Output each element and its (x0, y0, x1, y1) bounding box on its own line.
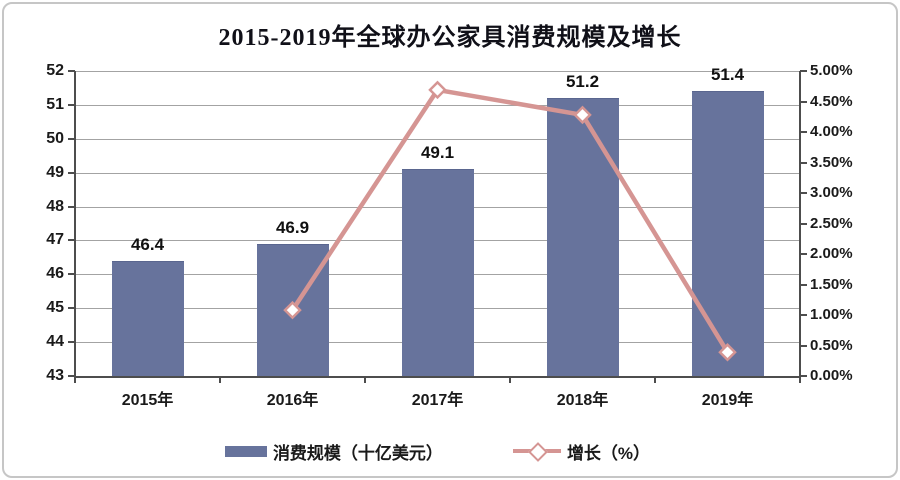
x-axis-tick (219, 376, 221, 383)
y-axis-left-tick (68, 103, 75, 106)
bar-value-label: 49.1 (420, 143, 455, 163)
y-axis-right-tick-label: 3.00% (810, 184, 853, 201)
y-axis-left-tick (68, 171, 75, 174)
y-axis-left-line (74, 71, 76, 377)
bar-2018年 (546, 98, 619, 377)
y-axis-left-tick (68, 70, 75, 72)
bar-2019年 (691, 91, 764, 377)
y-axis-right-tick (800, 70, 807, 72)
y-axis-right-tick-label: 2.00% (810, 245, 853, 262)
y-axis-left-tick-label: 44 (46, 333, 64, 351)
y-axis-left-tick-label: 45 (46, 299, 64, 317)
gridline (75, 104, 800, 106)
y-axis-right-tick (800, 192, 807, 194)
y-axis-left-tick (68, 341, 75, 344)
y-axis-right-tick (800, 100, 807, 103)
y-axis-right-tick (800, 161, 807, 164)
line-data-marker (573, 105, 592, 125)
y-axis-right-tick (800, 131, 807, 133)
x-axis-line (74, 376, 801, 378)
y-axis-left-tick-label: 48 (46, 197, 64, 215)
y-axis-left-tick-label: 51 (46, 95, 64, 113)
y-axis-right-tick (800, 283, 807, 286)
bar-value-label: 46.4 (130, 234, 165, 254)
y-axis-left-tick-label: 49 (46, 163, 64, 181)
y-axis-right-tick-label: 2.50% (810, 214, 853, 232)
legend: 消费规模（十亿美元） 增长（%） (75, 437, 800, 465)
y-axis-right-tick-label: 3.50% (810, 153, 853, 171)
y-axis-left-tick (68, 239, 75, 242)
chart-title: 2015-2019年全球办公家具消费规模及增长 (218, 25, 682, 51)
y-axis-right-tick (800, 375, 807, 377)
growth-line-series (283, 80, 737, 362)
diamond-marker-icon (528, 442, 548, 462)
x-axis-tick (364, 376, 366, 383)
x-axis-tick (509, 376, 511, 383)
y-axis-right-tick-label: 0.00% (810, 367, 853, 384)
y-axis-right-tick (800, 314, 807, 316)
bar-value-label: 46.9 (275, 217, 310, 237)
bar-value-label: 51.2 (565, 72, 600, 92)
line-data-marker (718, 342, 737, 362)
plot-area: 46.4 46.9 49.1 51.2 51.4 (75, 65, 800, 377)
bar-value-label: 51.4 (710, 65, 745, 85)
x-axis-label-2019年: 2019年 (701, 392, 754, 409)
y-axis-left-tick (68, 307, 75, 310)
x-axis-label-2015年: 2015年 (121, 392, 174, 409)
y-axis-left-tick (68, 273, 75, 276)
line-data-marker (428, 80, 447, 100)
legend-entry-bar: 消费规模（十亿美元） (224, 439, 443, 464)
bar-series-swatch-icon (224, 445, 267, 457)
gridline (75, 138, 800, 140)
y-axis-left-tick (68, 375, 75, 377)
y-axis-left-tick-label: 46 (46, 265, 64, 283)
x-axis-tick (74, 376, 76, 383)
y-axis-left-tick (68, 205, 75, 208)
legend-entry-line: 增长（%） (512, 439, 651, 464)
y-axis-right-tick (800, 344, 807, 347)
x-axis-label-2016年: 2016年 (266, 392, 319, 409)
y-axis-right-tick-label: 1.50% (810, 275, 853, 293)
line-series-swatch-icon (512, 442, 561, 462)
bar-2017年 (401, 169, 474, 377)
y-axis-right-tick (800, 253, 807, 255)
x-axis-tick (654, 376, 656, 383)
y-axis-left-tick-label: 50 (46, 129, 64, 147)
y-axis-right-tick-label: 4.50% (810, 92, 853, 110)
legend-line-label: 增长（%） (566, 443, 651, 463)
y-axis-right-tick (800, 222, 807, 225)
line-data-marker (283, 300, 302, 320)
y-axis-left-tick-label: 47 (46, 231, 64, 249)
legend-bar-label: 消费规模（十亿美元） (272, 443, 443, 463)
y-axis-left-tick-label: 52 (46, 62, 64, 79)
y-axis-right-tick-label: 5.00% (810, 62, 853, 79)
y-axis-left-tick-label: 43 (46, 367, 64, 384)
y-axis-right-tick-label: 4.00% (810, 123, 853, 140)
y-axis-right-tick-label: 0.50% (810, 336, 853, 354)
gridline (75, 71, 800, 72)
x-axis-label-2018年: 2018年 (556, 392, 609, 409)
y-axis-right-tick-label: 1.00% (810, 306, 853, 323)
x-axis-tick (799, 376, 801, 383)
x-axis-label-2017年: 2017年 (411, 392, 464, 409)
y-axis-left-tick (68, 137, 75, 140)
bar-2015年 (111, 260, 184, 377)
